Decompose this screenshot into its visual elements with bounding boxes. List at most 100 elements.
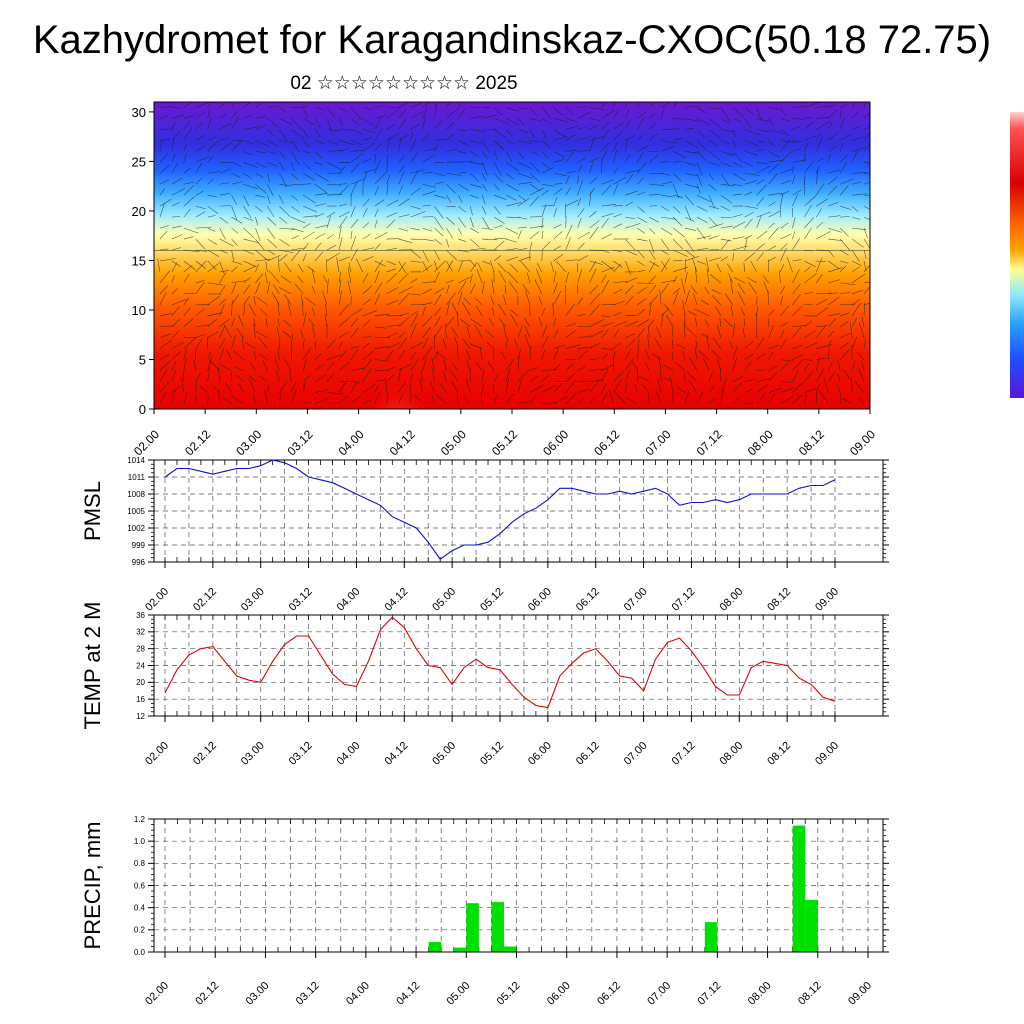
wind-barb: [839, 227, 849, 237]
wind-barb: [230, 371, 232, 382]
wind-barb: [577, 197, 582, 207]
wind-barb: [589, 187, 595, 196]
wind-barb: [493, 140, 505, 150]
precip-xtick-label: 02.12: [193, 980, 221, 1008]
wind-barb: [231, 300, 233, 316]
wind-barb: [231, 173, 241, 178]
wind-barb: [446, 284, 450, 294]
wind-barb: [195, 102, 210, 108]
wind-barb: [315, 224, 329, 229]
wind-barb: [314, 118, 321, 129]
wind-barb: [159, 354, 170, 360]
wind-barb: [732, 214, 743, 218]
wind-barb: [851, 266, 860, 273]
wind-barb: [637, 308, 646, 317]
wind-barb: [863, 249, 867, 259]
wind-barb: [231, 266, 238, 273]
wind-barb: [422, 302, 433, 306]
precip-xtick-label: 07.00: [645, 980, 673, 1008]
wind-barb: [601, 233, 613, 240]
wind-barb: [517, 197, 530, 207]
wind-barb: [434, 119, 443, 130]
wind-barb: [684, 227, 697, 231]
wind-barb: [322, 275, 328, 284]
wind-barb: [661, 161, 671, 163]
wind-barb: [661, 146, 674, 152]
wind-barb: [452, 364, 459, 371]
wind-barb: [231, 216, 243, 224]
wind-barb: [589, 379, 604, 382]
wind-barb: [362, 247, 375, 251]
wind-barb: [828, 249, 835, 258]
wind-barb: [625, 260, 632, 276]
wind-barb: [267, 216, 277, 226]
wind-barb: [553, 159, 565, 163]
wind-barb: [804, 394, 807, 404]
temp-xtick-label: 08.00: [717, 740, 745, 768]
wind-barb: [673, 127, 681, 130]
wind-barb: [819, 390, 829, 404]
wind-barb: [755, 313, 757, 327]
wind-barb: [458, 238, 467, 242]
wind-barb: [661, 181, 673, 185]
wind-barb: [456, 393, 459, 404]
wind-barb: [493, 107, 503, 116]
wind-barb: [565, 344, 581, 349]
wind-barb: [661, 194, 674, 198]
wind-barb: [553, 397, 566, 404]
wind-barb: [732, 173, 746, 181]
wind-barb: [243, 126, 259, 130]
wind-barb: [689, 357, 698, 371]
wind-barb: [625, 216, 636, 220]
wind-barb: [303, 194, 316, 204]
wind-barb: [716, 324, 722, 338]
wind-barb: [654, 338, 662, 349]
wind-barb: [300, 329, 304, 338]
wind-barb: [708, 173, 714, 181]
wind-barb: [386, 109, 400, 119]
wind-barb: [489, 260, 495, 273]
wind-barb: [398, 316, 410, 327]
wind-barb: [768, 309, 775, 316]
wind-barb: [386, 199, 399, 207]
wind-barb: [410, 205, 422, 210]
wind-barb: [195, 379, 197, 393]
wind-barb: [730, 305, 734, 316]
wind-barb: [362, 107, 373, 111]
wind-barb: [589, 260, 603, 265]
wind-barb: [294, 283, 304, 295]
wind-barb: [338, 148, 349, 152]
temp-ylabel: TEMP at 2 M: [80, 602, 105, 730]
temp-ytick-label: 28: [136, 644, 145, 653]
wind-barb: [634, 384, 638, 393]
wind-barb: [267, 118, 279, 128]
wind-barb: [422, 107, 428, 119]
wind-barb: [720, 194, 732, 203]
wind-barb: [529, 151, 539, 155]
wind-barb: [159, 369, 168, 382]
wind-barb: [541, 190, 549, 196]
wind-barb: [816, 170, 819, 185]
wind-barb: [565, 393, 577, 404]
temp-xtick-label: 05.00: [430, 740, 458, 768]
wind-barb: [243, 195, 250, 207]
temp-ytick-label: 12: [136, 712, 145, 721]
wind-barb: [422, 183, 437, 188]
wind-barb: [601, 274, 607, 284]
wind-barb: [458, 276, 471, 284]
wind-barb: [541, 325, 548, 338]
wind-barb: [374, 384, 379, 393]
wind-barb: [696, 216, 708, 223]
wind-barb: [517, 182, 533, 185]
wind-barb: [804, 330, 817, 338]
wind-barb: [362, 222, 370, 229]
wind-barb: [171, 341, 185, 349]
wind-barb: [338, 271, 342, 283]
wind-barb: [456, 347, 459, 360]
wind-barb: [708, 223, 724, 229]
wind-barb: [207, 351, 212, 360]
wind-barb: [302, 358, 307, 371]
wind-barb: [434, 238, 442, 245]
wind-barb: [660, 371, 662, 382]
temp-xtick-label: 06.00: [526, 740, 554, 768]
